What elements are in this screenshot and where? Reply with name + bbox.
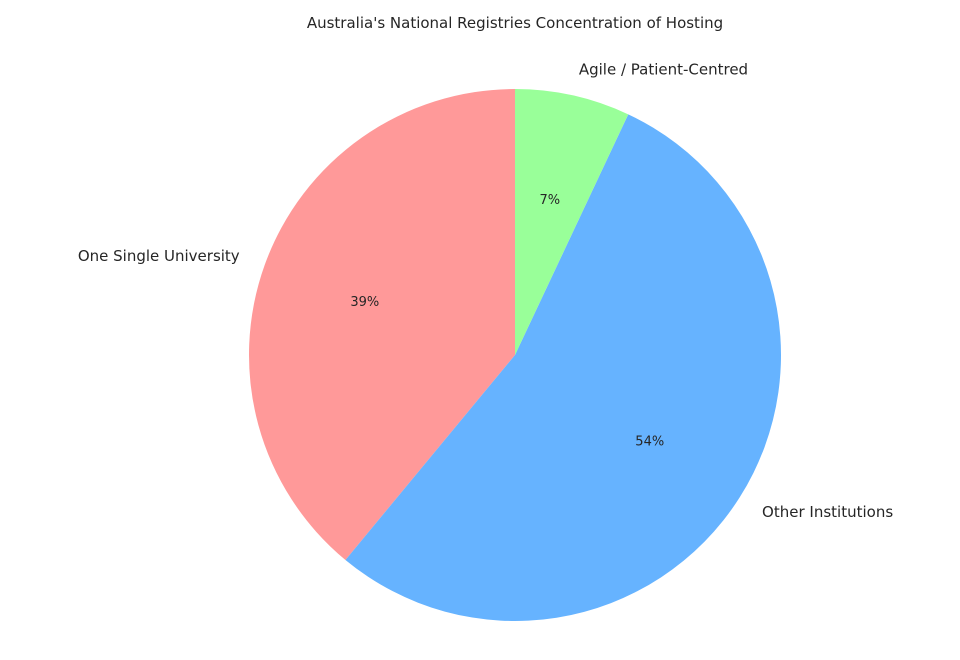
slice-label: Agile / Patient-Centred: [579, 60, 748, 78]
pie-slice-agile-patient-centred: [515, 89, 629, 355]
slice-label: One Single University: [78, 247, 240, 265]
slice-percent-label: 54%: [635, 435, 664, 450]
pie-slice-other-institutions: [345, 114, 781, 621]
pie-slice-one-single-university: [248, 89, 515, 560]
slice-percent-label: 7%: [540, 193, 561, 208]
slice-label: Other Institutions: [762, 503, 893, 521]
chart-title: Australia's National Registries Concentr…: [307, 14, 723, 32]
slice-percent-label: 39%: [350, 295, 379, 310]
